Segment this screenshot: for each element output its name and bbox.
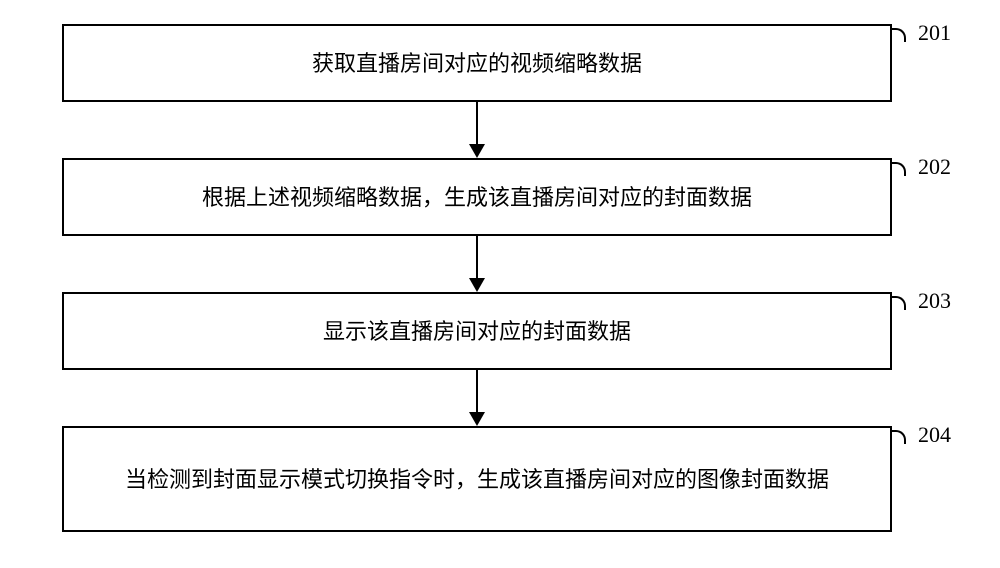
arrow-2-3-head <box>469 278 485 292</box>
arrow-1-2-head <box>469 144 485 158</box>
flow-node-1-text: 获取直播房间对应的视频缩略数据 <box>312 47 642 80</box>
flowchart-canvas: 获取直播房间对应的视频缩略数据 201 根据上述视频缩略数据，生成该直播房间对应… <box>0 0 1000 568</box>
arrow-3-4-line <box>476 370 478 414</box>
flow-node-4-text: 当检测到封面显示模式切换指令时，生成该直播房间对应的图像封面数据 <box>125 463 829 496</box>
flow-label-2: 202 <box>918 154 951 180</box>
flow-node-3-text: 显示该直播房间对应的封面数据 <box>323 315 631 348</box>
flow-node-3: 显示该直播房间对应的封面数据 <box>62 292 892 370</box>
arrow-3-4-head <box>469 412 485 426</box>
flow-label-1: 201 <box>918 20 951 46</box>
arrow-1-2-line <box>476 102 478 146</box>
leader-1 <box>892 28 906 42</box>
flow-node-4: 当检测到封面显示模式切换指令时，生成该直播房间对应的图像封面数据 <box>62 426 892 532</box>
arrow-2-3-line <box>476 236 478 280</box>
leader-4 <box>892 430 906 444</box>
leader-3 <box>892 296 906 310</box>
flow-node-1: 获取直播房间对应的视频缩略数据 <box>62 24 892 102</box>
leader-2 <box>892 162 906 176</box>
flow-label-4: 204 <box>918 422 951 448</box>
flow-label-3: 203 <box>918 288 951 314</box>
flow-node-2-text: 根据上述视频缩略数据，生成该直播房间对应的封面数据 <box>202 181 752 214</box>
flow-node-2: 根据上述视频缩略数据，生成该直播房间对应的封面数据 <box>62 158 892 236</box>
